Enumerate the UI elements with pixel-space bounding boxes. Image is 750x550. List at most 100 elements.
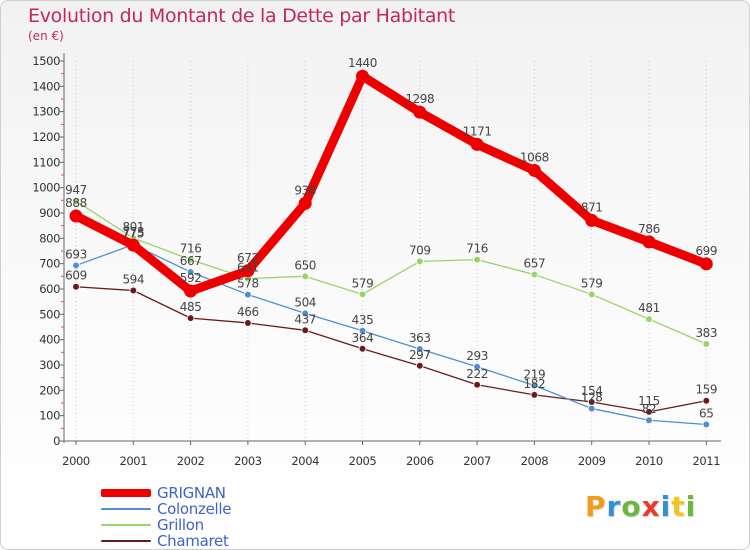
y-tick-label: 800 <box>39 231 60 245</box>
data-label-grillon: 383 <box>695 326 717 340</box>
point-chamaret <box>358 344 367 353</box>
legend-label: Grillon <box>157 516 204 534</box>
legend-item-chamaret: Chamaret <box>101 533 231 549</box>
legend-swatch <box>101 508 151 510</box>
y-tick-label: 1200 <box>32 130 60 144</box>
x-tick-label: 2000 <box>62 454 90 468</box>
logo-letter: t <box>671 490 686 523</box>
data-label-chamaret: 222 <box>466 367 488 381</box>
legend-item-grillon: Grillon <box>101 517 231 533</box>
point-chamaret <box>186 314 195 322</box>
point-colonzelle <box>473 362 481 371</box>
point-chamaret <box>244 319 252 327</box>
point-chamaret <box>645 408 653 416</box>
legend-item-grignan: GRIGNAN <box>101 485 231 501</box>
data-label-chamaret: 115 <box>638 394 660 408</box>
x-tick-label: 2006 <box>406 454 434 468</box>
point-chamaret <box>301 326 310 335</box>
y-tick-label: 900 <box>39 206 60 220</box>
point-grillon <box>358 290 367 299</box>
data-label-colonzelle: 435 <box>352 313 374 327</box>
point-chamaret <box>415 361 424 370</box>
data-label-colonzelle: 219 <box>524 368 546 382</box>
data-label-chamaret: 364 <box>352 331 374 345</box>
data-label-colonzelle: 65 <box>699 407 713 421</box>
data-label-grignan: 592 <box>180 271 202 285</box>
legend-swatch <box>101 489 151 497</box>
x-tick-label: 2007 <box>463 454 491 468</box>
logo-letter: i <box>660 490 672 523</box>
point-chamaret <box>129 286 138 295</box>
point-colonzelle <box>645 416 653 425</box>
point-grignan <box>356 69 369 83</box>
logo-letter: r <box>606 490 622 523</box>
data-label-grignan: 786 <box>638 222 660 236</box>
point-grignan <box>413 105 427 119</box>
data-label-grillon: 657 <box>524 257 546 271</box>
data-label-chamaret: 437 <box>294 312 316 326</box>
data-label-grillon: 579 <box>352 276 374 290</box>
point-grillon <box>415 257 424 266</box>
point-grillon <box>72 197 80 205</box>
legend: GRIGNAN Colonzelle Grillon Chamaret <box>101 485 231 549</box>
data-label-grignan: 871 <box>581 200 603 214</box>
logo-letter: x <box>641 490 661 523</box>
point-grignan <box>184 284 198 298</box>
chart-title: Evolution du Montant de la Dette par Hab… <box>28 5 456 27</box>
data-label-grignan: 938 <box>294 183 316 197</box>
point-colonzelle <box>186 268 195 276</box>
unit-label: (en €) <box>28 29 64 43</box>
data-label-colonzelle: 667 <box>180 254 202 268</box>
point-colonzelle <box>587 404 596 413</box>
legend-label: Chamaret <box>157 532 229 550</box>
data-label-colonzelle: 693 <box>65 247 87 261</box>
x-tick-label: 2003 <box>234 454 262 468</box>
data-label-grillon: 709 <box>409 243 431 257</box>
data-label-grillon: 716 <box>466 242 488 256</box>
point-grignan <box>69 209 83 223</box>
series-line-grillon <box>75 200 707 345</box>
y-tick-label: 700 <box>39 257 60 271</box>
y-tick-label: 1500 <box>32 54 60 68</box>
series-line-colonzelle <box>75 244 707 426</box>
series-line-grignan <box>71 71 711 296</box>
point-colonzelle <box>72 261 80 270</box>
logo-letter: o <box>621 490 642 523</box>
point-colonzelle <box>702 420 711 429</box>
point-colonzelle <box>358 326 367 335</box>
point-grignan <box>470 137 484 151</box>
point-chamaret <box>702 396 711 405</box>
data-label-colonzelle: 578 <box>237 277 259 291</box>
data-label-colonzelle: 775 <box>122 227 144 241</box>
y-tick-label: 500 <box>39 307 60 321</box>
x-tick-label: 2004 <box>291 454 319 468</box>
y-tick-label: 1300 <box>32 105 60 119</box>
legend-label: Colonzelle <box>157 500 232 518</box>
data-label-chamaret: 466 <box>237 305 259 319</box>
data-label-chamaret: 159 <box>695 383 717 397</box>
point-grillon <box>473 255 481 264</box>
point-colonzelle <box>530 381 539 390</box>
y-tick-label: 100 <box>39 409 60 423</box>
data-label-grillon: 801 <box>122 220 144 234</box>
data-label-grillon: 579 <box>581 276 603 290</box>
point-grignan <box>585 213 599 227</box>
data-label-chamaret: 485 <box>180 300 202 314</box>
point-grignan <box>241 264 255 278</box>
legend-swatch <box>101 524 151 526</box>
data-label-colonzelle: 82 <box>642 402 656 416</box>
point-grignan <box>699 257 713 271</box>
data-label-chamaret: 297 <box>409 348 431 362</box>
point-colonzelle <box>244 290 252 299</box>
data-label-grignan: 672 <box>237 251 259 265</box>
data-label-grignan: 1068 <box>520 150 549 164</box>
point-chamaret <box>473 380 481 389</box>
point-chamaret <box>530 391 539 399</box>
x-tick-label: 2001 <box>119 454 147 468</box>
x-tick-label: 2009 <box>578 454 606 468</box>
y-tick-label: 1000 <box>32 181 60 195</box>
data-label-grillon: 716 <box>180 242 202 256</box>
data-label-chamaret: 182 <box>524 377 546 391</box>
